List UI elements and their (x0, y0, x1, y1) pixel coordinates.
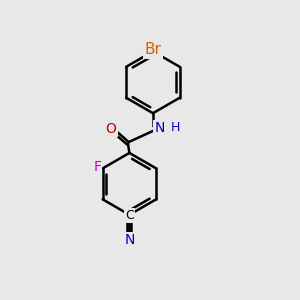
Text: N: N (124, 233, 135, 248)
Text: Br: Br (145, 42, 161, 57)
Text: H: H (170, 122, 180, 134)
Text: C: C (125, 209, 134, 222)
Text: F: F (93, 160, 101, 174)
Text: O: O (106, 122, 117, 136)
Text: N: N (154, 121, 165, 135)
